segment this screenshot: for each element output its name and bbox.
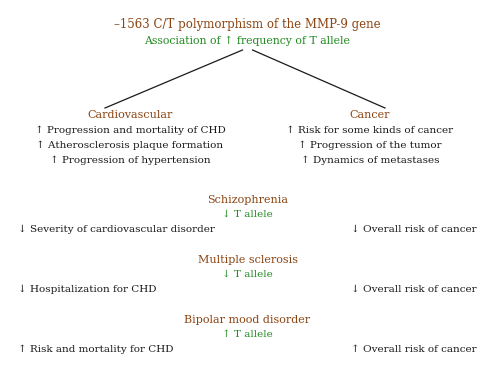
Text: Cardiovascular: Cardiovascular [87,110,173,120]
Text: ↓ Hospitalization for CHD: ↓ Hospitalization for CHD [18,285,156,294]
Text: Multiple sclerosis: Multiple sclerosis [198,255,297,265]
Text: ↓ Overall risk of cancer: ↓ Overall risk of cancer [351,285,477,294]
Text: ↑ Progression of the tumor: ↑ Progression of the tumor [298,141,442,150]
Text: ↑ Risk and mortality for CHD: ↑ Risk and mortality for CHD [18,345,174,355]
Text: ↑ Progression and mortality of CHD: ↑ Progression and mortality of CHD [35,126,225,135]
Text: ↓ Overall risk of cancer: ↓ Overall risk of cancer [351,225,477,234]
Text: ↑ T allele: ↑ T allele [222,330,273,339]
Text: ↑ Overall risk of cancer: ↑ Overall risk of cancer [351,345,477,354]
Text: ↑ Progression of hypertension: ↑ Progression of hypertension [50,156,210,166]
Text: Cancer: Cancer [350,110,390,120]
Text: Association of ↑ frequency of T allele: Association of ↑ frequency of T allele [145,36,350,46]
Text: ↑ Risk for some kinds of cancer: ↑ Risk for some kinds of cancer [287,126,453,135]
Text: ↓ T allele: ↓ T allele [222,210,273,219]
Text: Bipolar mood disorder: Bipolar mood disorder [185,315,310,325]
Text: ↓ Severity of cardiovascular disorder: ↓ Severity of cardiovascular disorder [18,225,215,234]
Text: ↑ Atherosclerosis plaque formation: ↑ Atherosclerosis plaque formation [37,141,224,150]
Text: ↑ Dynamics of metastases: ↑ Dynamics of metastases [301,156,439,166]
Text: Schizophrenia: Schizophrenia [207,195,288,205]
Text: –1563 C/T polymorphism of the MMP-9 gene: –1563 C/T polymorphism of the MMP-9 gene [114,18,381,31]
Text: ↓ T allele: ↓ T allele [222,270,273,279]
